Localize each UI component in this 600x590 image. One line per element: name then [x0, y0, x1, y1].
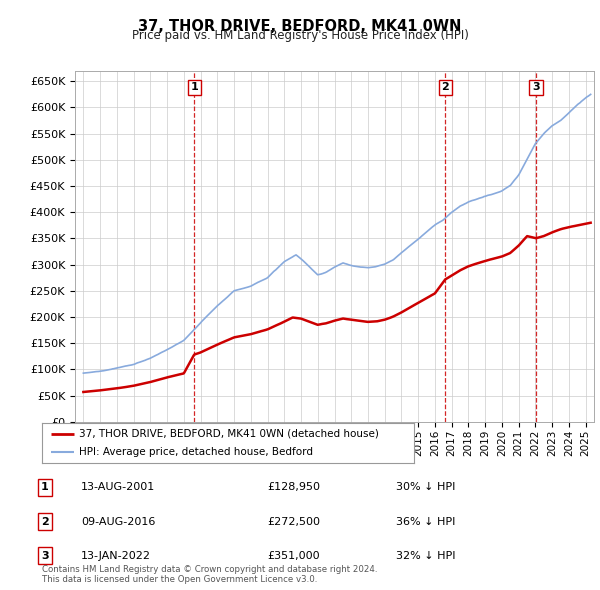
Text: 37, THOR DRIVE, BEDFORD, MK41 0WN (detached house): 37, THOR DRIVE, BEDFORD, MK41 0WN (detac… [79, 429, 379, 439]
Text: 3: 3 [532, 83, 540, 92]
Text: Contains HM Land Registry data © Crown copyright and database right 2024.
This d: Contains HM Land Registry data © Crown c… [42, 565, 377, 584]
Text: 2: 2 [41, 517, 49, 526]
Text: 1: 1 [41, 483, 49, 492]
Text: 09-AUG-2016: 09-AUG-2016 [81, 517, 155, 526]
Text: 37, THOR DRIVE, BEDFORD, MK41 0WN: 37, THOR DRIVE, BEDFORD, MK41 0WN [139, 19, 461, 34]
Text: £272,500: £272,500 [267, 517, 320, 526]
Text: 3: 3 [41, 551, 49, 560]
Text: 30% ↓ HPI: 30% ↓ HPI [396, 483, 455, 492]
Text: 13-JAN-2022: 13-JAN-2022 [81, 551, 151, 560]
Text: 1: 1 [190, 83, 198, 92]
Text: 32% ↓ HPI: 32% ↓ HPI [396, 551, 455, 560]
Text: 13-AUG-2001: 13-AUG-2001 [81, 483, 155, 492]
Text: 36% ↓ HPI: 36% ↓ HPI [396, 517, 455, 526]
Text: Price paid vs. HM Land Registry's House Price Index (HPI): Price paid vs. HM Land Registry's House … [131, 30, 469, 42]
Text: £128,950: £128,950 [267, 483, 320, 492]
Text: 2: 2 [441, 83, 449, 92]
Text: HPI: Average price, detached house, Bedford: HPI: Average price, detached house, Bedf… [79, 447, 313, 457]
Text: £351,000: £351,000 [267, 551, 320, 560]
